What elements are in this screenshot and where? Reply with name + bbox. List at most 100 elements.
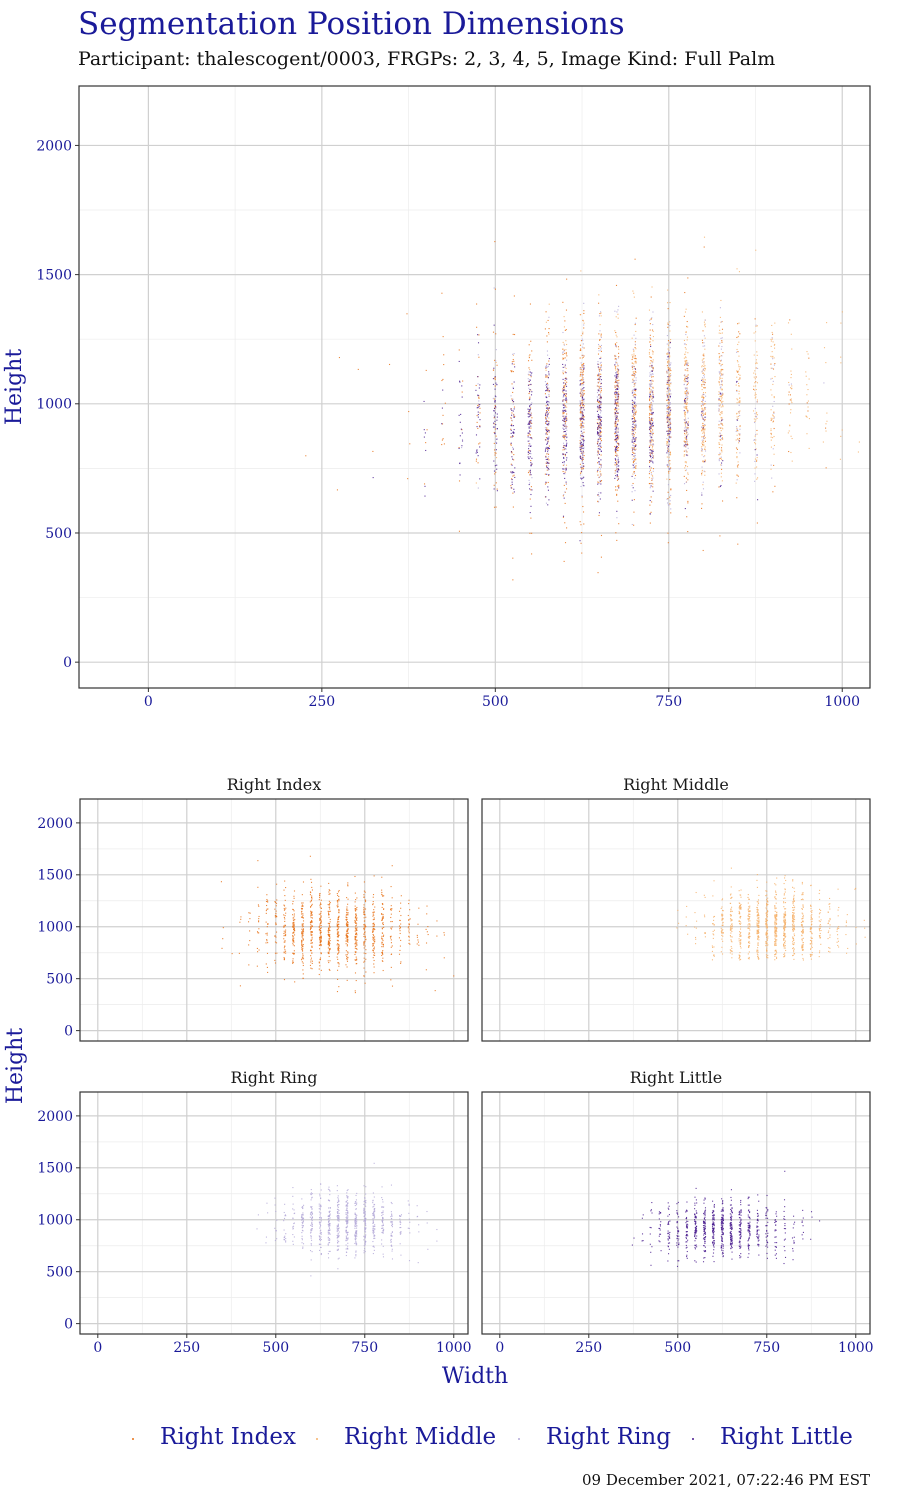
- data-point: [530, 489, 532, 491]
- data-point: [616, 471, 618, 473]
- data-point: [635, 358, 637, 360]
- data-point: [632, 451, 634, 453]
- data-point: [545, 439, 547, 441]
- data-point: [355, 942, 357, 944]
- data-point: [617, 391, 619, 393]
- data-point: [615, 440, 617, 443]
- data-point: [496, 438, 498, 440]
- data-point: [581, 395, 583, 397]
- data-point: [632, 373, 634, 375]
- data-point: [565, 410, 567, 412]
- data-point: [495, 349, 497, 351]
- data-point: [562, 390, 564, 392]
- data-point: [666, 478, 668, 480]
- data-point: [494, 428, 496, 430]
- data-point: [311, 962, 313, 965]
- data-point: [686, 383, 688, 385]
- data-point: [329, 925, 331, 928]
- data-point: [600, 335, 602, 337]
- data-point: [600, 492, 602, 494]
- data-point: [563, 418, 565, 420]
- data-point: [634, 343, 636, 345]
- data-point: [702, 428, 704, 431]
- data-point: [563, 497, 565, 499]
- data-point: [754, 480, 756, 482]
- data-point: [748, 951, 750, 953]
- data-point: [548, 360, 550, 362]
- data-point: [667, 459, 670, 462]
- data-point: [547, 462, 549, 464]
- data-point: [365, 925, 367, 928]
- data-point: [355, 918, 357, 920]
- data-point: [631, 362, 634, 364]
- data-point: [632, 444, 634, 446]
- data-point: [545, 432, 547, 434]
- data-point: [328, 953, 330, 955]
- data-point: [581, 458, 583, 460]
- data-point: [266, 894, 268, 896]
- data-point: [598, 345, 600, 347]
- data-point: [718, 325, 720, 327]
- data-point: [545, 396, 547, 398]
- data-point: [563, 425, 565, 427]
- data-point: [293, 922, 295, 924]
- data-point: [667, 466, 669, 468]
- data-point: [582, 456, 584, 458]
- data-point: [766, 947, 768, 949]
- data-point: [494, 426, 496, 428]
- data-point: [599, 468, 601, 470]
- data-point: [302, 973, 304, 975]
- data-point: [338, 963, 340, 965]
- data-point: [666, 437, 668, 440]
- data-point: [583, 398, 585, 400]
- data-point: [618, 444, 620, 446]
- data-point: [562, 407, 565, 409]
- data-point: [581, 354, 583, 356]
- data-point: [580, 384, 582, 386]
- data-point: [581, 435, 583, 437]
- data-point: [649, 513, 651, 515]
- data-point: [667, 389, 669, 391]
- data-point: [739, 425, 741, 428]
- data-point: [563, 419, 565, 422]
- data-point: [583, 441, 585, 443]
- data-point: [721, 427, 723, 429]
- data-point: [319, 938, 321, 940]
- data-point: [753, 385, 755, 387]
- data-point: [667, 352, 669, 354]
- data-point: [618, 477, 620, 479]
- data-point: [666, 343, 668, 345]
- data-point: [667, 417, 670, 419]
- data-point: [684, 356, 687, 358]
- data-point: [719, 373, 721, 375]
- data-point: [615, 425, 617, 427]
- data-point: [583, 400, 585, 402]
- data-point: [222, 927, 224, 929]
- data-point: [424, 485, 426, 487]
- data-point: [756, 362, 758, 364]
- data-point: [292, 940, 294, 942]
- data-point: [649, 409, 651, 411]
- data-point: [703, 357, 705, 360]
- data-point: [257, 860, 259, 862]
- data-point: [329, 948, 331, 950]
- data-point: [598, 369, 600, 371]
- data-point: [302, 923, 304, 925]
- data-point: [685, 308, 687, 310]
- data-point: [527, 373, 529, 375]
- data-point: [545, 383, 548, 385]
- data-point: [382, 923, 385, 926]
- data-point: [668, 393, 670, 395]
- data-point: [564, 425, 566, 427]
- data-point: [807, 388, 809, 391]
- data-point: [648, 353, 651, 355]
- data-point: [416, 943, 418, 945]
- data-point: [633, 511, 635, 513]
- data-point: [564, 422, 566, 424]
- data-point: [773, 464, 775, 466]
- data-point: [667, 376, 669, 378]
- data-point: [738, 385, 740, 387]
- data-point: [684, 361, 687, 363]
- data-point: [580, 470, 583, 472]
- data-point: [346, 940, 348, 942]
